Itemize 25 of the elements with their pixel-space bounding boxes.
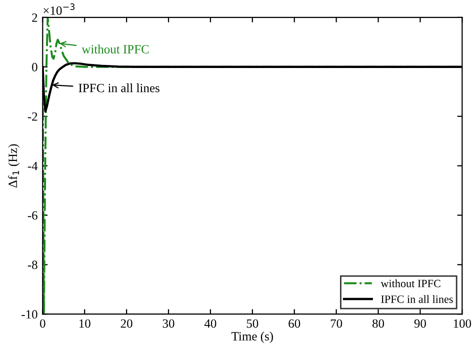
y-tick-label: -4 [28,162,38,170]
x-tick-label: 50 [246,319,258,328]
y-tick-label: -8 [28,260,38,270]
x-tick-label: 30 [162,319,174,328]
text: ×10$^{−3}$ [44,3,75,15]
x-tick-label: 20 [120,319,132,328]
x-tick-label: 0 [40,319,46,328]
legend-label: without IPFC [380,279,440,288]
x-tick-label: 80 [372,319,384,328]
y-tick-label: 2 [32,14,38,22]
y-tick-label: 0 [32,62,38,72]
x-tick-label: 100 [454,319,472,328]
y-tick-label: -10 [22,310,38,319]
x-tick-label: 70 [330,319,342,328]
x-tick-label: 60 [288,319,300,328]
y-tick-label: -6 [28,211,38,220]
legend-label: IPFC in all lines [381,295,453,303]
annotation: IPFC in all lines [78,83,160,92]
annotation: without IPFC [82,44,149,54]
x-tick-label: 40 [204,319,216,328]
x-tick-label: 10 [79,319,90,328]
x-axis-title: Time (s) [232,332,273,344]
y-tick-label: -2 [28,112,38,121]
y-axis-title: Δf$_{1}$ (Hz) [8,144,20,188]
x-tick-label: 90 [414,319,426,328]
